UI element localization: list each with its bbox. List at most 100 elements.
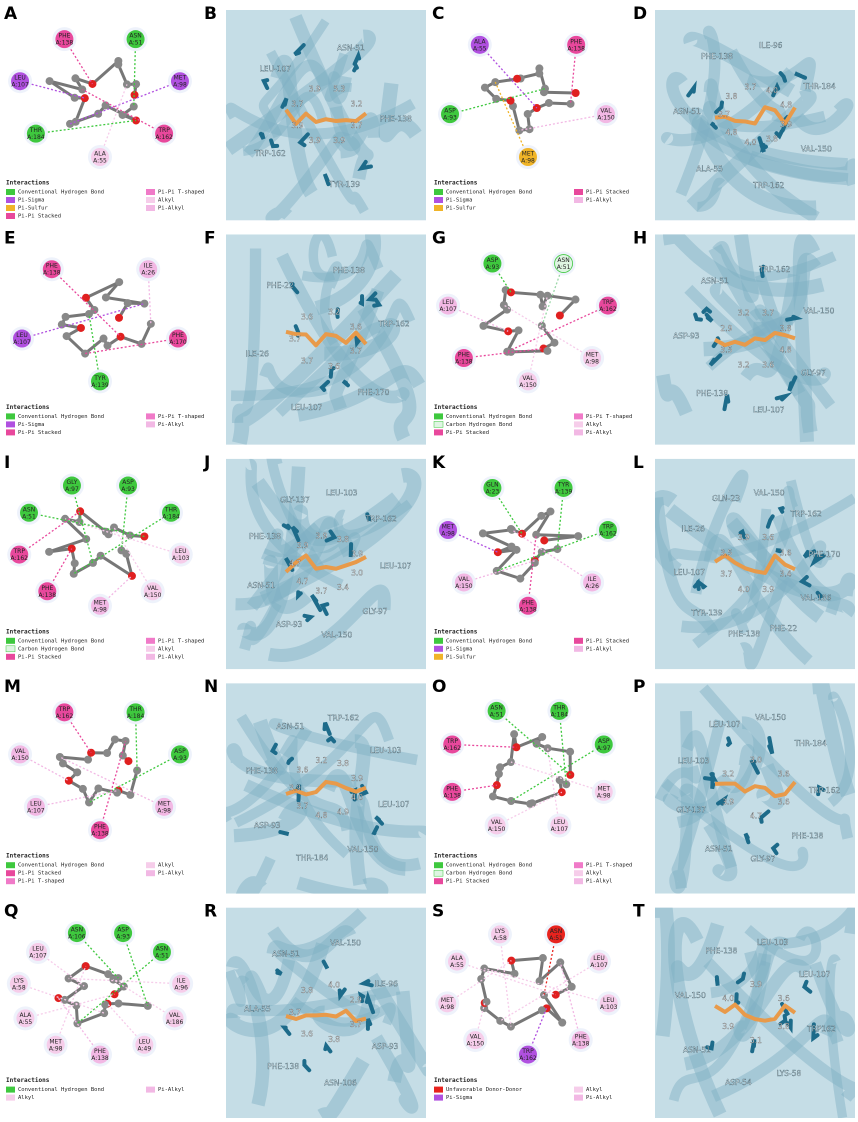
ligand (714, 105, 797, 126)
residue-chain: A:162 (56, 713, 74, 720)
legend-label: Pi-Alkyl (586, 1095, 613, 1101)
legend-label: Alkyl (18, 1095, 35, 1101)
residue-chain: A:51 (129, 40, 143, 47)
residue (583, 349, 602, 368)
residue (483, 478, 502, 497)
residue-stick (794, 71, 808, 80)
residue-label: LEU-107 (291, 403, 323, 412)
residue-name: TYR (93, 375, 106, 382)
interaction-line (99, 740, 127, 831)
residue-label: GLY-97 (801, 369, 826, 378)
interaction-line (499, 961, 600, 1022)
legend-title: Interactions (6, 628, 50, 635)
residue-chain: A:103 (172, 555, 190, 562)
residue-label: PHE-138 (696, 389, 728, 398)
interaction-line (88, 313, 101, 382)
residue-label: LEU-107 (674, 568, 706, 577)
residue-name: LEU (603, 997, 615, 1004)
atom (499, 301, 508, 310)
residue-name: LEU (32, 945, 44, 952)
ribbon (681, 730, 737, 870)
residue-name: TRP (13, 548, 26, 555)
interaction-line (503, 304, 593, 359)
panel: T LEU-103 LEU-107 TRP162 LYS-58 ASP-54 ASN-51 V… (633, 902, 855, 1118)
residue-label: LEU-107 (380, 562, 412, 571)
residue (438, 994, 457, 1013)
legend-swatch (574, 645, 583, 652)
distance-label: 3.0 (351, 569, 363, 578)
bond (118, 1001, 148, 1008)
residue-chain: A:138 (39, 592, 57, 599)
residue-chain: A:55 (19, 1019, 33, 1026)
residue-name: GLY (67, 479, 78, 486)
panel-letter: S (432, 902, 444, 922)
residue-name: PHE (522, 599, 534, 606)
residue-label: PHE-138 (267, 1062, 299, 1071)
ribbon (712, 241, 837, 282)
residue (26, 124, 45, 143)
residue-label: THR-184 (803, 82, 836, 91)
residue-stick (710, 772, 716, 790)
ribbon (771, 513, 841, 616)
residue-stick (757, 136, 766, 153)
residue-stick (323, 1041, 333, 1054)
residue-chain: A:150 (467, 1041, 485, 1048)
atom (566, 99, 575, 108)
residue-name: MET (49, 1038, 62, 1045)
residue-label: VAL-150 (675, 991, 706, 1000)
interaction-line (81, 88, 165, 135)
residue-stick (322, 721, 332, 736)
residue-chain: A:107 (13, 339, 31, 346)
ribbon (690, 469, 749, 595)
residue (26, 797, 45, 816)
residue-stick (775, 548, 782, 554)
atom (510, 730, 519, 739)
ligand (713, 553, 796, 575)
legend-label: Pi-Pi T-shaped (158, 638, 204, 644)
legend-swatch (146, 189, 155, 195)
residue-stick (290, 282, 300, 295)
distance-label: 3.7 (289, 335, 301, 344)
residue-stick (319, 379, 331, 393)
legend-swatch (574, 189, 583, 195)
legend-title: Interactions (6, 180, 50, 187)
residue-name: PHE (41, 585, 53, 592)
interaction-line (68, 977, 182, 985)
legend-swatch (434, 1086, 443, 1093)
interaction-line (546, 748, 561, 826)
residue-name: ASP (117, 927, 129, 934)
residue-stick (726, 736, 733, 747)
interaction-line (496, 791, 563, 827)
interaction-line (510, 761, 604, 793)
distance-label: 3.8 (337, 535, 349, 544)
legend-swatch (434, 645, 443, 652)
residue-name: ASP (487, 257, 499, 264)
residue (439, 296, 458, 315)
residue (596, 105, 615, 124)
protein-background (226, 907, 426, 1118)
atom (118, 751, 127, 760)
ribbon (349, 734, 371, 886)
residue-label: VAL-186 (801, 594, 832, 603)
residue (490, 925, 509, 944)
residue-chain: A:51 (557, 264, 571, 271)
residue-label: ILE-96 (759, 41, 783, 50)
distance-label: 3.6 (762, 533, 774, 542)
residue-chain: A:150 (11, 755, 29, 762)
interaction-line (120, 485, 129, 551)
atom (76, 323, 85, 332)
legend-label: Pi-Alkyl (158, 654, 185, 660)
residue (547, 925, 566, 944)
distance-label: 3.7 (291, 99, 303, 108)
ribbon (259, 362, 328, 398)
residue-name: ILE (144, 263, 153, 270)
ribbon (276, 252, 410, 404)
legend-label: Pi-Alkyl (586, 646, 613, 652)
residue-label: PHE-22 (770, 624, 797, 633)
legend-label: Conventional Hydrogen Bond (446, 638, 532, 644)
bond (510, 1008, 543, 1028)
residue-stick (293, 43, 306, 57)
atom (104, 530, 113, 539)
atom (114, 60, 123, 69)
